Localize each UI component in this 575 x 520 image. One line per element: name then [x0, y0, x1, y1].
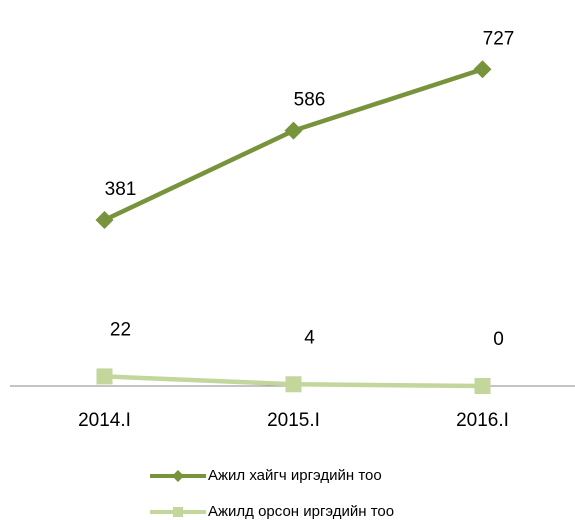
- x-tick-label: 2016.I: [456, 410, 509, 431]
- point-marker: [474, 378, 491, 394]
- data-label: 0: [493, 329, 504, 350]
- point-marker: [285, 376, 302, 393]
- x-tick-label: 2015.I: [267, 410, 320, 431]
- data-label: 727: [483, 28, 515, 49]
- point-marker: [284, 121, 303, 140]
- legend-swatch-marker: [173, 507, 183, 517]
- data-label: 381: [105, 179, 137, 200]
- data-label: 22: [110, 319, 131, 340]
- x-tick-label: 2014.I: [78, 410, 131, 431]
- legend-label: Ажилд орсон иргэдийн тоо: [208, 503, 394, 520]
- point-marker: [96, 368, 113, 385]
- legend-swatch-marker: [172, 470, 184, 482]
- legend-label: Ажил хайгч иргэдийн тоо: [208, 467, 382, 484]
- point-marker: [95, 210, 114, 229]
- point-marker: [473, 60, 492, 79]
- data-label: 586: [294, 90, 326, 111]
- data-label: 4: [304, 327, 315, 348]
